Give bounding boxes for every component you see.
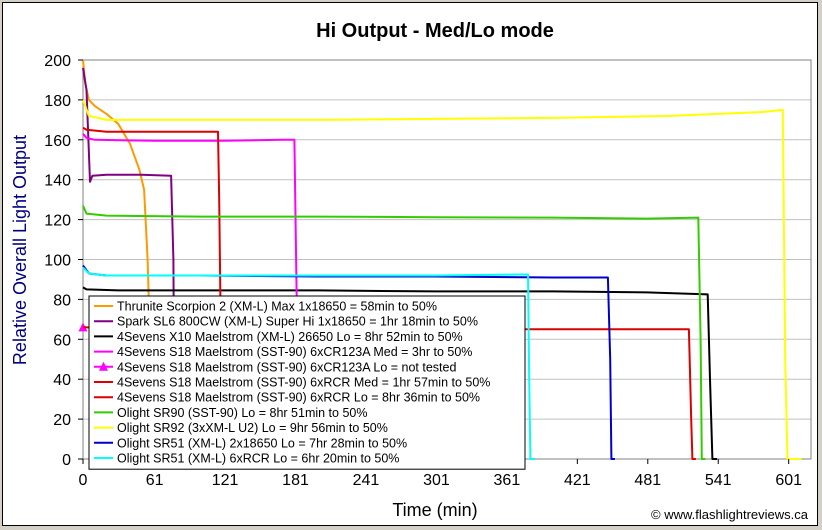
y-tick-label: 180 [44, 93, 71, 110]
legend-entry: Olight SR92 (3xXM-L U2) Lo = 9hr 56min t… [117, 421, 388, 435]
legend-entry: Olight SR51 (XM-L) 2x18650 Lo = 7hr 28mi… [117, 436, 407, 450]
tick-labels: 0 20 40 60 80 100 120 140 160 180 200 0 61 121 181 241 3… [44, 53, 802, 489]
x-tick-label: 601 [775, 472, 802, 489]
x-tick-label: 361 [494, 472, 521, 489]
legend: Thrunite Scorpion 2 (XM-L) Max 1x18650 =… [88, 295, 526, 470]
series-line [82, 99, 802, 460]
x-tick-label: 301 [423, 472, 450, 489]
x-tick-label: 541 [705, 472, 732, 489]
y-tick-label: 40 [53, 372, 71, 389]
x-tick-label: 481 [634, 472, 661, 489]
legend-box [88, 295, 526, 470]
legend-entry: 4Sevens S18 Maelstrom (SST-90) 6xCR123A … [117, 360, 456, 374]
y-tick-label: 100 [44, 253, 71, 270]
legend-entry: 4Sevens S18 Maelstrom (SST-90) 6xCR123A … [117, 345, 472, 359]
legend-entry: 4Sevens S18 Maelstrom (SST-90) 6xRCR Lo … [117, 391, 480, 405]
x-tick-label: 421 [564, 472, 591, 489]
series-line [82, 266, 536, 460]
y-tick-label: 0 [62, 452, 71, 469]
x-tick-label: 181 [282, 472, 309, 489]
legend-entry: Olight SR90 (SST-90) Lo = 8hr 51min to 5… [117, 406, 367, 420]
x-tick-label: 61 [146, 472, 164, 489]
series-line [82, 205, 706, 460]
y-tick-label: 120 [44, 213, 71, 230]
x-axis-label: Time (min) [392, 500, 477, 520]
series-line [82, 286, 718, 460]
legend-marker [99, 361, 108, 371]
legend-entry: Olight SR51 (XM-L) 6xRCR Lo = 6hr 20min … [117, 452, 399, 466]
x-tick-label: 0 [79, 472, 88, 489]
y-tick-label: 140 [44, 173, 71, 190]
y-tick-label: 160 [44, 133, 71, 150]
y-tick-label: 200 [44, 53, 71, 70]
x-tick-label: 121 [212, 472, 239, 489]
y-tick-label: 60 [53, 332, 71, 349]
credit-text: © www.flashlightreviews.ca [651, 507, 809, 522]
series-marker [78, 322, 88, 332]
chart-title: Hi Output - Med/Lo mode [316, 20, 554, 42]
y-tick-label: 80 [53, 292, 71, 309]
y-axis-label: Relative Overall Light Output [10, 135, 30, 365]
legend-entry: Spark SL6 800CW (XM-L) Super Hi 1x18650 … [117, 315, 478, 329]
legend-entry: 4Sevens S18 Maelstrom (SST-90) 6xRCR Med… [117, 376, 490, 390]
x-tick-label: 241 [353, 472, 380, 489]
legend-entry: 4Sevens X10 Maelstrom (XM-L) 26650 Lo = … [117, 330, 463, 344]
legend-entry: Thrunite Scorpion 2 (XM-L) Max 1x18650 =… [117, 300, 437, 314]
y-tick-label: 20 [53, 412, 71, 429]
